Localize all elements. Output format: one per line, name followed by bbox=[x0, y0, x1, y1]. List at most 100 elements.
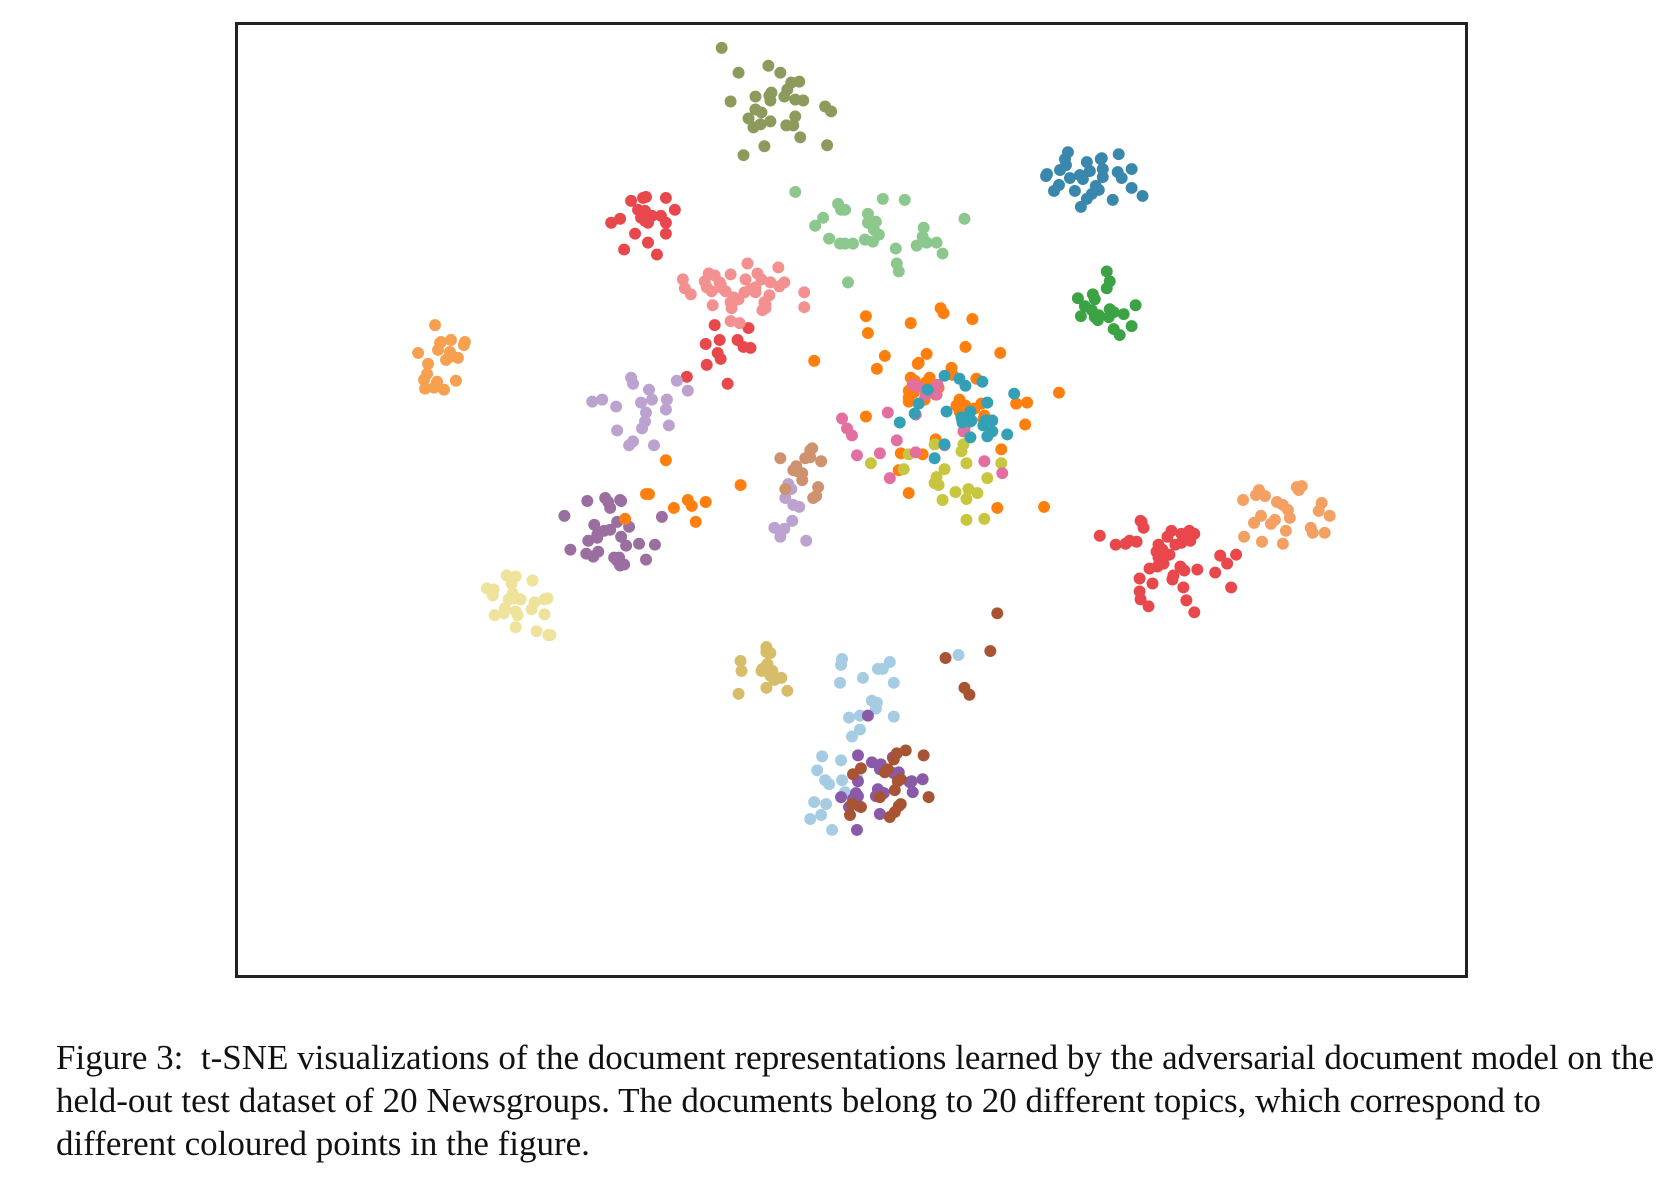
scatter-point-topic-7 bbox=[1107, 306, 1120, 319]
scatter-point-topic-13 bbox=[1238, 530, 1251, 543]
scatter-point-topic-17 bbox=[685, 500, 698, 512]
scatter-point-topic-13 bbox=[1323, 509, 1336, 522]
scatter-point-topic-2 bbox=[1188, 606, 1201, 619]
scatter-point-topic-15 bbox=[835, 791, 848, 804]
scatter-point-topic-10 bbox=[505, 577, 518, 590]
scatter-point-topic-11 bbox=[764, 647, 777, 659]
scatter-point-topic-9 bbox=[648, 538, 661, 551]
scatter-point-topic-13 bbox=[1276, 537, 1289, 550]
scatter-point-topic-1 bbox=[732, 66, 745, 79]
scatter-point-topic-8 bbox=[596, 393, 609, 406]
scatter-point-topic-20 bbox=[976, 375, 989, 388]
scatter-point-topic-17 bbox=[904, 317, 917, 330]
scatter-point-topic-7 bbox=[1129, 299, 1142, 312]
scatter-point-topic-17 bbox=[659, 454, 672, 467]
scatter-point-topic-17 bbox=[1021, 396, 1034, 409]
scatter-point-topic-4 bbox=[749, 281, 762, 294]
scatter-point-topic-8 bbox=[627, 435, 640, 448]
scatter-point-topic-2 bbox=[713, 334, 726, 346]
scatter-point-topic-2 bbox=[742, 322, 755, 335]
scatter-point-topic-18 bbox=[978, 512, 991, 525]
scatter-point-topic-17 bbox=[699, 496, 712, 508]
scatter-point-topic-17 bbox=[619, 512, 632, 525]
scatter-point-topic-6 bbox=[1136, 189, 1149, 202]
scatter-point-topic-18 bbox=[955, 445, 968, 458]
scatter-point-topic-14 bbox=[887, 710, 900, 723]
scatter-point-topic-17 bbox=[912, 356, 925, 369]
scatter-point-topic-3 bbox=[449, 374, 462, 387]
scatter-point-topic-3 bbox=[412, 346, 425, 359]
scatter-point-topic-16 bbox=[854, 762, 867, 775]
scatter-point-topic-5 bbox=[809, 219, 822, 232]
scatter-point-topic-2 bbox=[1177, 581, 1190, 594]
scatter-point-topic-18 bbox=[981, 472, 994, 485]
scatter-point-topic-14 bbox=[815, 809, 828, 821]
scatter-point-topic-5 bbox=[910, 239, 923, 252]
scatter-point-topic-1 bbox=[764, 115, 777, 128]
scatter-point-topic-17 bbox=[923, 371, 936, 384]
scatter-point-topic-7 bbox=[1125, 320, 1138, 333]
scatter-point-topic-9 bbox=[640, 553, 652, 566]
scatter-point-topic-1 bbox=[785, 76, 798, 89]
scatter-point-topic-17 bbox=[859, 310, 872, 323]
scatter-point-topic-20 bbox=[977, 419, 990, 432]
scatter-point-topic-4 bbox=[732, 293, 745, 306]
scatter-point-topic-13 bbox=[1259, 490, 1271, 502]
scatter-point-topic-3 bbox=[438, 383, 450, 396]
scatter-point-topic-1 bbox=[742, 112, 755, 125]
scatter-point-topic-4 bbox=[773, 280, 786, 293]
scatter-point-topic-5 bbox=[958, 212, 971, 225]
scatter-point-topic-12 bbox=[799, 452, 812, 465]
scatter-point-topic-18 bbox=[960, 513, 973, 526]
scatter-point-topic-2 bbox=[642, 216, 654, 229]
scatter-point-topic-15 bbox=[861, 709, 874, 722]
scatter-point-topic-9 bbox=[615, 495, 628, 507]
scatter-point-topic-5 bbox=[892, 265, 905, 278]
scatter-point-topic-11 bbox=[735, 664, 748, 677]
scatter-point-topic-2 bbox=[659, 191, 672, 204]
scatter-point-topic-18 bbox=[962, 483, 975, 496]
scatter-point-topic-5 bbox=[898, 193, 911, 206]
scatter-point-topic-2 bbox=[1178, 564, 1191, 577]
scatter-point-topic-14 bbox=[887, 676, 900, 689]
scatter-point-topic-20 bbox=[912, 397, 925, 410]
scatter-point-topic-4 bbox=[724, 315, 737, 328]
scatter-point-topic-8 bbox=[662, 419, 675, 432]
scatter-point-topic-14 bbox=[870, 696, 883, 709]
scatter-point-topic-19 bbox=[873, 447, 886, 460]
scatter-point-topic-4 bbox=[684, 288, 697, 301]
scatter-point-topic-16 bbox=[883, 811, 896, 823]
scatter-point-topic-13 bbox=[1312, 504, 1325, 517]
scatter-point-topic-8 bbox=[646, 393, 658, 406]
scatter-point-topic-15 bbox=[865, 756, 878, 769]
scatter-point-topic-1 bbox=[754, 118, 767, 131]
scatter-point-topic-7 bbox=[1113, 329, 1126, 342]
scatter-point-topic-16 bbox=[878, 766, 891, 779]
scatter-point-topic-2 bbox=[659, 216, 672, 229]
scatter-point-topic-2 bbox=[618, 243, 631, 256]
scatter-point-topic-2 bbox=[1142, 600, 1155, 613]
scatter-point-topic-2 bbox=[1165, 524, 1178, 537]
scatter-point-topic-6 bbox=[1106, 193, 1119, 206]
scatter-point-topic-18 bbox=[971, 487, 984, 500]
scatter-point-topic-12 bbox=[796, 474, 809, 487]
scatter-point-topic-7 bbox=[1117, 308, 1130, 321]
scatter-point-topic-5 bbox=[834, 237, 847, 250]
scatter-point-topic-9 bbox=[633, 537, 646, 550]
scatter-point-topic-8 bbox=[640, 406, 652, 419]
scatter-point-topic-16 bbox=[984, 645, 997, 658]
scatter-point-topic-15 bbox=[851, 823, 863, 836]
scatter-point-topic-9 bbox=[581, 495, 594, 507]
scatter-point-topic-7 bbox=[1074, 310, 1087, 323]
scatter-point-topic-20 bbox=[940, 405, 953, 418]
scatter-point-topic-8 bbox=[779, 492, 792, 504]
scatter-point-topic-4 bbox=[741, 257, 754, 270]
scatter-point-topic-1 bbox=[789, 110, 802, 123]
scatter-point-topic-1 bbox=[758, 140, 771, 153]
scatter-point-topic-9 bbox=[618, 558, 631, 571]
scatter-point-topic-20 bbox=[908, 407, 921, 420]
scatter-point-topic-2 bbox=[1119, 537, 1132, 550]
scatter-point-topic-20 bbox=[1001, 428, 1014, 441]
scatter-point-topic-6 bbox=[1073, 169, 1086, 182]
scatter-point-topic-2 bbox=[668, 203, 681, 216]
